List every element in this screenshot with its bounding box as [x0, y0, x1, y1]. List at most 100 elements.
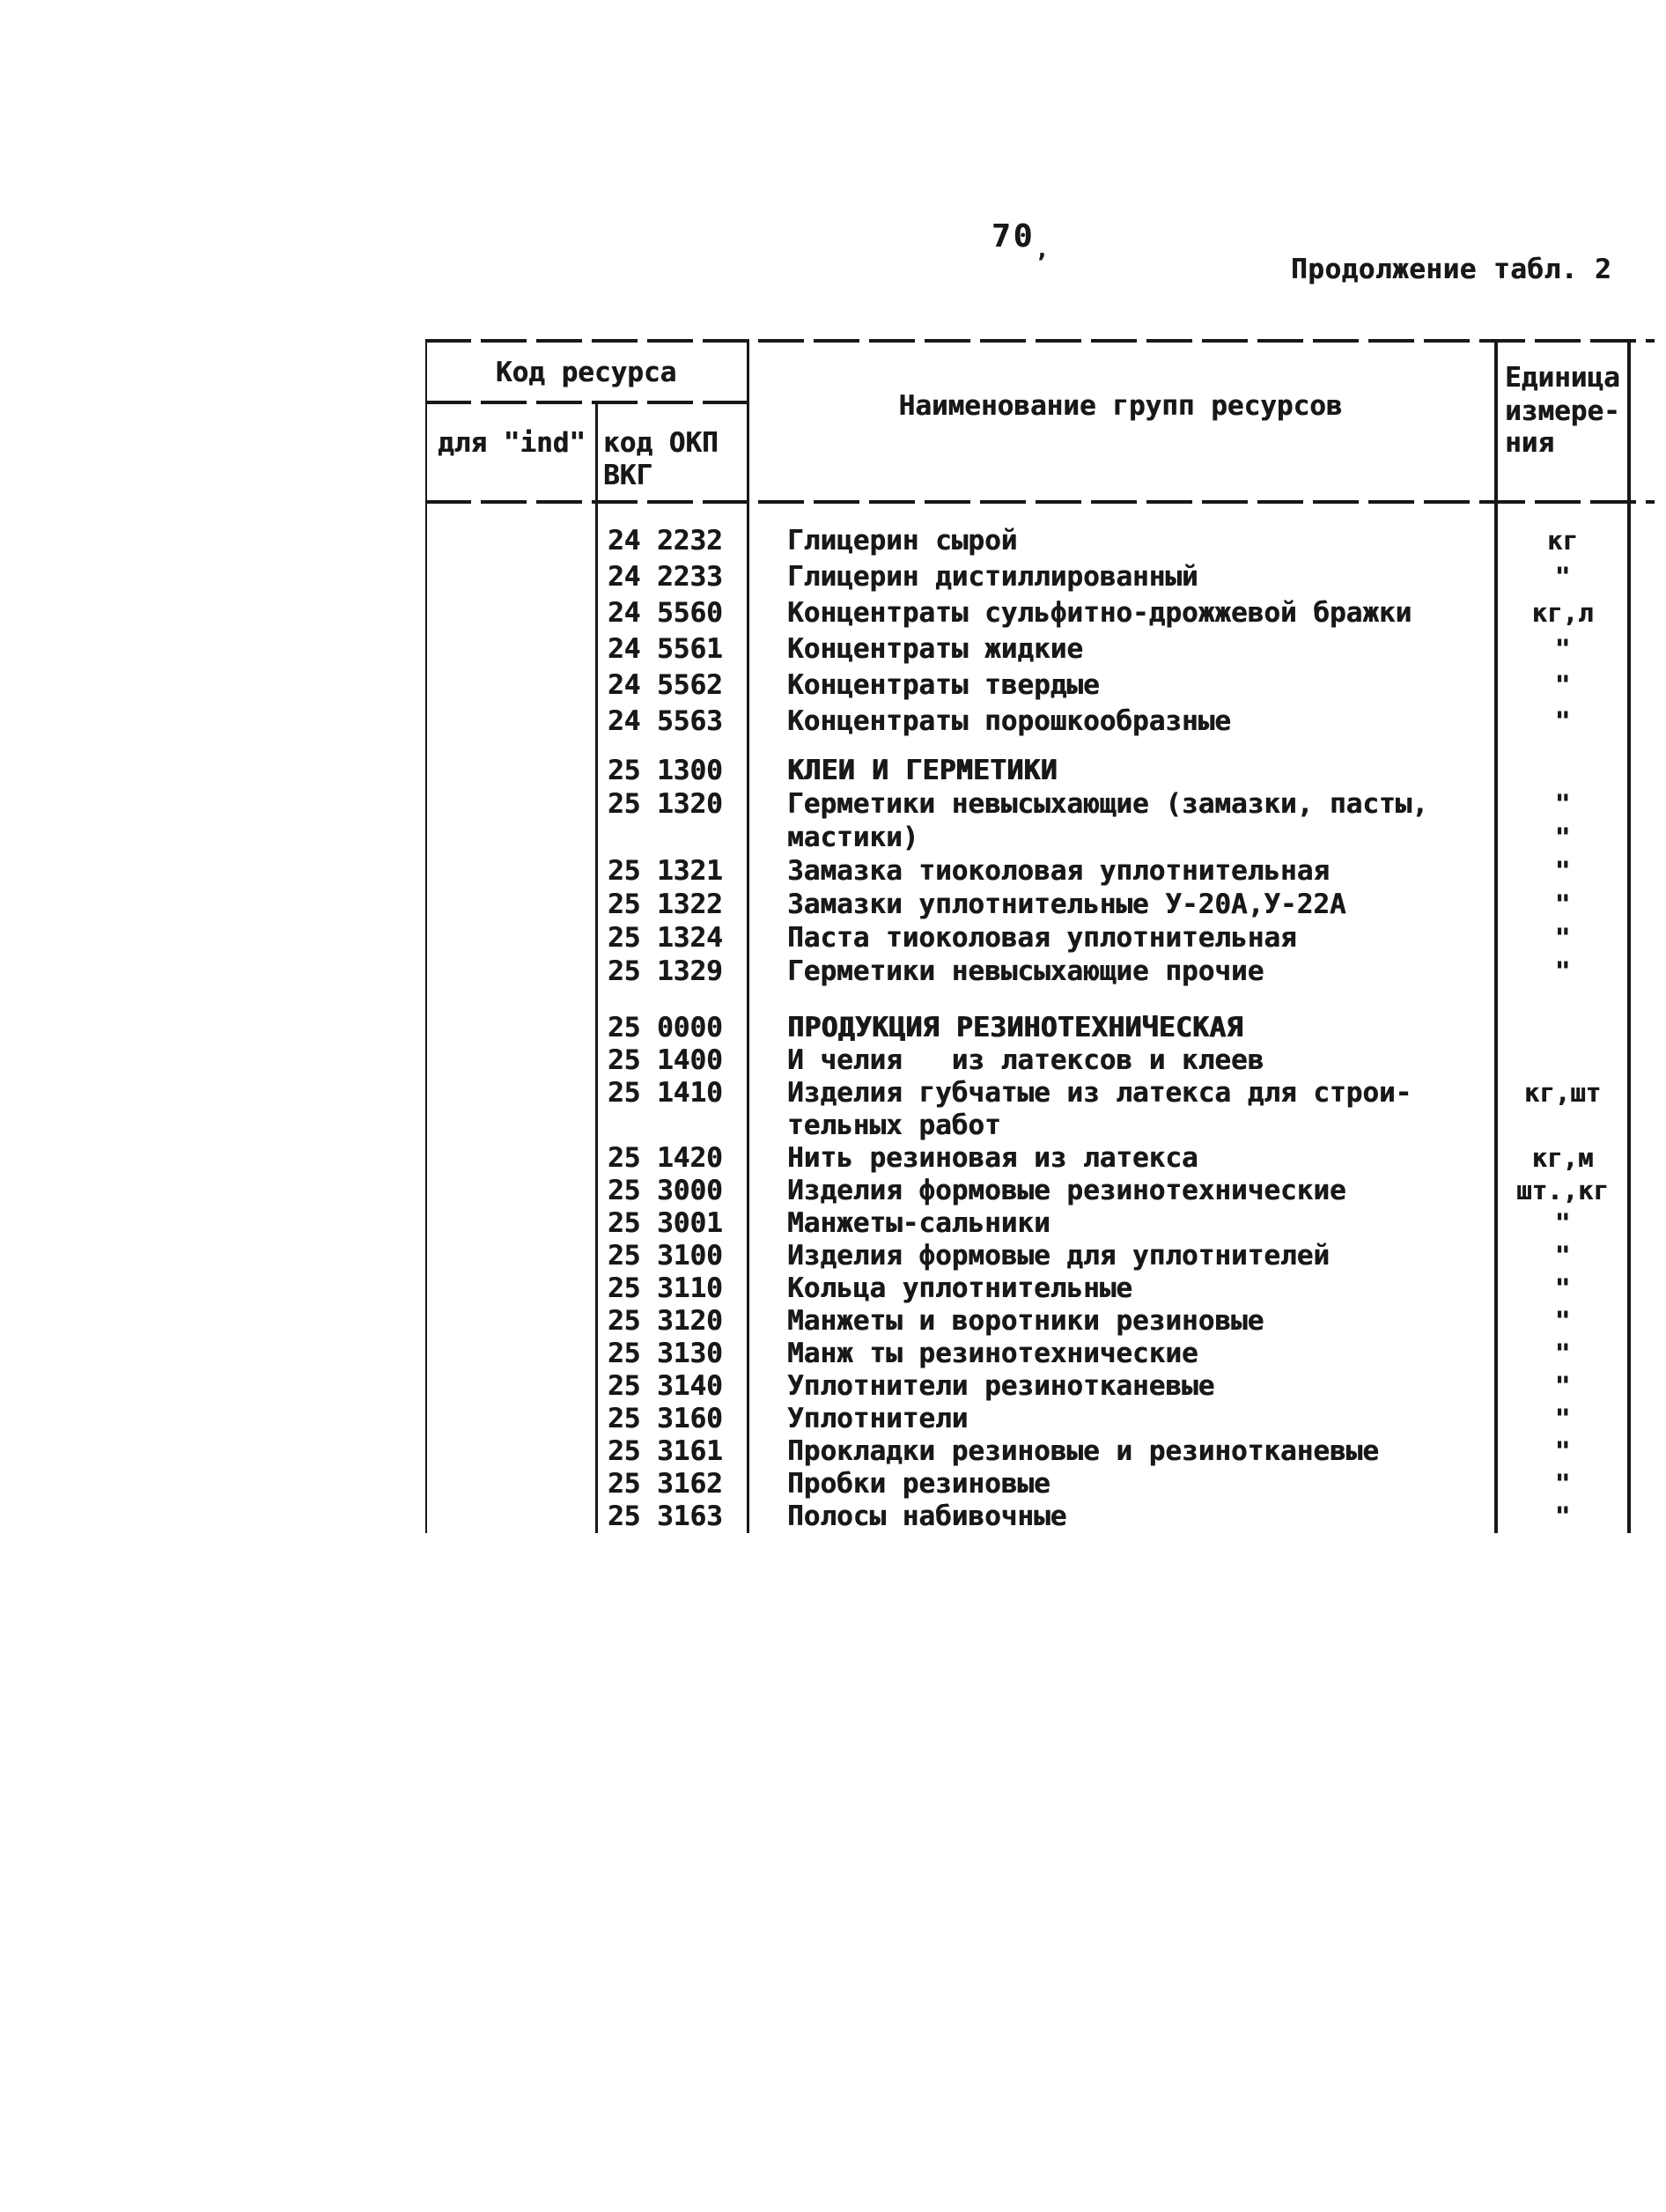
row-name: Манж ты резинотехнические — [787, 1338, 1198, 1369]
row-code: 25 1329 — [608, 955, 723, 987]
row-ind-cell — [425, 1110, 595, 1142]
row-unit: " — [1554, 1273, 1571, 1303]
row-code: 25 1410 — [608, 1077, 723, 1109]
row-name: Прокладки резиновые и резинотканевые — [787, 1435, 1379, 1467]
row-unit: " — [1554, 923, 1571, 953]
table-row: 25 1320 Герметики невысыхающие (замазки,… — [425, 787, 1631, 821]
table-row: 25 0000 ПРОДУКЦИЯ РЕЗИНОТЕХНИЧЕСКАЯ — [425, 1012, 1631, 1044]
row-name: Кольца уплотнительные — [787, 1272, 1132, 1304]
row-ind-cell — [425, 1142, 595, 1175]
row-name: Изделия губчатые из латекса для строи- — [787, 1077, 1412, 1109]
row-name: ПРОДУКЦИЯ РЕЗИНОТЕХНИЧЕСКАЯ — [787, 1012, 1243, 1043]
row-code: 25 1321 — [608, 855, 723, 887]
row-name: Концентраты порошкообразные — [787, 705, 1231, 737]
table-row: 24 5563 Концентраты порошкообразные " — [425, 704, 1631, 740]
table-row: 24 5561 Концентраты жидкие " — [425, 631, 1631, 667]
table-border-left — [425, 339, 427, 1533]
row-unit: шт.,кг — [1516, 1176, 1609, 1206]
header-col-okp-line2: ВКГ — [603, 460, 652, 491]
table-rows: 24 2232 Глицерин сырой кг 24 2233 Глицер… — [425, 500, 1631, 1533]
row-name: Концентраты жидкие — [787, 633, 1083, 665]
table-row: 25 3162 Пробки резиновые " — [425, 1468, 1631, 1500]
row-code: 25 3163 — [608, 1500, 723, 1532]
row-ind-cell — [425, 595, 595, 631]
table-divider-ind-okp — [595, 401, 598, 1533]
table-row: мастики) " — [425, 821, 1631, 854]
row-code: 25 3130 — [608, 1338, 723, 1369]
row-ind-cell — [425, 1435, 595, 1468]
table-row: 25 3001 Манжеты-сальники " — [425, 1207, 1631, 1240]
row-unit: " — [1554, 1436, 1571, 1466]
row-unit: " — [1554, 1371, 1571, 1401]
row-name: Глицерин сырой — [787, 525, 1018, 557]
row-unit: " — [1554, 822, 1571, 852]
row-unit: " — [1554, 1469, 1571, 1499]
table-row: 25 3120 Манжеты и воротники резиновые " — [425, 1305, 1631, 1338]
table-row: 25 1410 Изделия губчатые из латекса для … — [425, 1077, 1631, 1110]
header-col-okp-line1: код ОКП — [603, 427, 719, 459]
row-ind-cell — [425, 1272, 595, 1305]
row-code: 25 3110 — [608, 1272, 723, 1304]
row-unit: " — [1554, 789, 1571, 819]
row-code: 24 2233 — [608, 561, 723, 593]
table-row: 25 3161 Прокладки резиновые и резиноткан… — [425, 1435, 1631, 1468]
row-unit: кг,л — [1531, 598, 1594, 628]
row-name: Изделия формовые для уплотнителей — [787, 1240, 1330, 1272]
table-border-right — [1627, 339, 1631, 1533]
row-code: 24 2232 — [608, 525, 723, 557]
row-name: Замазка тиоколовая уплотнительная — [787, 855, 1330, 887]
table-row: 25 1324 Паста тиоколовая уплотнительная … — [425, 921, 1631, 955]
header-col-name: Наименование групп ресурсов — [898, 390, 1343, 422]
row-unit: " — [1554, 1208, 1571, 1238]
row-ind-cell — [425, 1044, 595, 1077]
header-code-group: Код ресурса — [495, 357, 677, 388]
row-ind-cell — [425, 704, 595, 740]
row-name: Манжеты-сальники — [787, 1207, 1050, 1239]
row-ind-cell — [425, 754, 595, 787]
table-row: 25 3140 Уплотнители резинотканевые " — [425, 1370, 1631, 1403]
row-code: 25 1420 — [608, 1142, 723, 1174]
row-code: 24 5561 — [608, 633, 723, 665]
row-name: Полосы набивочные — [787, 1500, 1067, 1532]
row-code: 25 3000 — [608, 1175, 723, 1206]
row-ind-cell — [425, 1370, 595, 1403]
row-unit: " — [1554, 1501, 1571, 1531]
table-row: 25 1329 Герметики невысыхающие прочие " — [425, 955, 1631, 988]
row-unit: " — [1554, 856, 1571, 886]
row-code: 25 1324 — [608, 922, 723, 954]
table-row: 25 1420 Нить резиновая из латекса кг,м — [425, 1142, 1631, 1175]
row-unit: " — [1554, 1241, 1571, 1271]
row-unit: " — [1554, 889, 1571, 919]
header-col-unit-line3: ния — [1505, 427, 1554, 459]
row-name: мастики) — [787, 822, 919, 853]
row-unit: " — [1554, 1306, 1571, 1336]
row-ind-cell — [425, 921, 595, 955]
row-code: 24 5563 — [608, 705, 723, 737]
page-number: 70, — [991, 218, 1050, 263]
row-code: 25 3100 — [608, 1240, 723, 1272]
row-code: 25 3160 — [608, 1403, 723, 1434]
table-border-header-bottom — [425, 500, 1655, 504]
row-name: Манжеты и воротники резиновые — [787, 1305, 1264, 1337]
row-ind-cell — [425, 1500, 595, 1533]
row-code: 25 1400 — [608, 1044, 723, 1076]
row-name: Замазки уплотнительные У-20А,У-22А — [787, 888, 1346, 920]
row-name: КЛЕИ И ГЕРМЕТИКИ — [787, 755, 1058, 786]
row-code: 25 0000 — [608, 1012, 723, 1043]
row-name: И челия из латексов и клеев — [787, 1044, 1264, 1076]
row-unit: " — [1554, 670, 1571, 700]
page-number-mark: , — [1035, 237, 1050, 263]
row-name: Уплотнители — [787, 1403, 969, 1434]
row-code: 24 5562 — [608, 669, 723, 701]
row-name: Концентраты твердые — [787, 669, 1100, 701]
table-row: 25 1400 И челия из латексов и клеев — [425, 1044, 1631, 1077]
row-code: 25 1300 — [608, 755, 723, 786]
row-ind-cell — [425, 1175, 595, 1207]
row-unit: " — [1554, 562, 1571, 592]
table-row: 24 5562 Концентраты твердые " — [425, 667, 1631, 704]
table-row: 24 5560 Концентраты сульфитно-дрожжевой … — [425, 595, 1631, 631]
row-name: Паста тиоколовая уплотнительная — [787, 922, 1297, 954]
row-unit — [1494, 1110, 1631, 1142]
row-code: 24 5560 — [608, 597, 723, 629]
row-name: Изделия формовые резинотехнические — [787, 1175, 1346, 1206]
